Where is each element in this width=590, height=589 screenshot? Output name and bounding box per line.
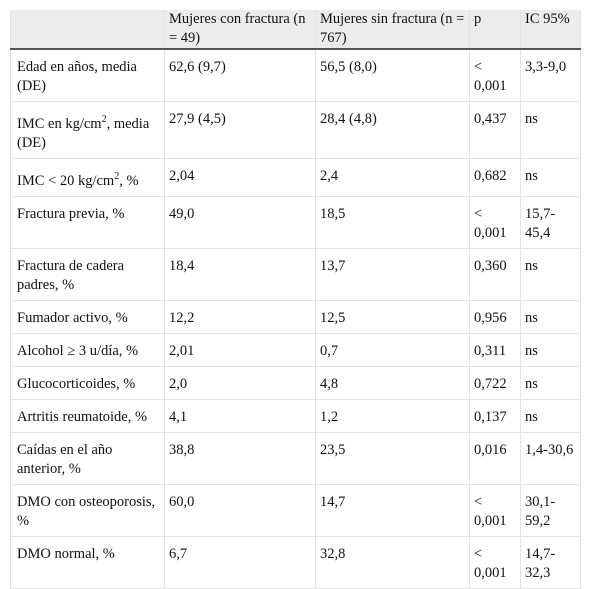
cell-text: , %	[119, 172, 139, 189]
table-row: Artritis reumatoide, % 4,1 1,2 0,137 ns	[10, 399, 581, 433]
cell-text: , media (DE)	[17, 115, 150, 151]
cell-variable: Fractura previa, %	[10, 196, 165, 249]
superscript: 2	[114, 170, 120, 182]
table-row: IMC en kg/cm2, media (DE) 27,9 (4,5) 28,4 …	[10, 101, 581, 159]
cell-p-value: 0,956	[469, 300, 521, 334]
cell-with-fracture: 49,0	[164, 196, 316, 249]
cell-p-value: 0,682	[469, 158, 521, 197]
cell-without-fracture: 28,4 (4,8)	[315, 101, 470, 159]
cell-variable: Alcohol ≥ 3 u/día, %	[10, 333, 165, 367]
cell-with-fracture: 62,6 (9,7)	[164, 49, 316, 102]
cell-variable: DMO con osteoporosis, %	[10, 484, 165, 537]
superscript: 2	[101, 114, 107, 125]
cell-p-value: < 0,001	[469, 536, 521, 589]
cell-variable: Fractura de cadera padres, %	[10, 248, 165, 301]
cell-with-fracture: 2,0	[164, 366, 316, 400]
cell-variable: IMC en kg/cm2, media (DE)	[10, 101, 165, 159]
cell-ci-95: ns	[520, 333, 581, 367]
table-row: Edad en años, media (DE) 62,6 (9,7) 56,5 (…	[10, 49, 581, 102]
cell-with-fracture: 12,2	[164, 300, 316, 334]
cell-with-fracture: 6,7	[164, 536, 316, 589]
header-cell-with-fracture: Mujeres con fractura (n = 49)	[164, 10, 316, 50]
cell-variable: Glucocorticoides, %	[10, 366, 165, 400]
table-row: DMO con osteoporosis, % 60,0 14,7 < 0,001 30…	[10, 484, 581, 537]
cell-ci-95: 1,4-30,6	[520, 432, 581, 485]
cell-ci-95: 30,1-59,2	[520, 484, 581, 537]
cell-p-value: 0,311	[469, 333, 521, 367]
table-row: Fumador activo, % 12,2 12,5 0,956 ns	[10, 300, 581, 334]
cell-without-fracture: 2,4	[315, 158, 470, 197]
table-row: Fractura previa, % 49,0 18,5 < 0,001 15,7-45…	[10, 196, 581, 249]
cell-without-fracture: 56,5 (8,0)	[315, 49, 470, 102]
header-cell-ci-95: IC 95%	[520, 10, 581, 50]
cell-without-fracture: 23,5	[315, 432, 470, 485]
cell-without-fracture: 13,7	[315, 248, 470, 301]
cell-p-value: 0,137	[469, 399, 521, 433]
cell-ci-95: ns	[520, 300, 581, 334]
cell-with-fracture: 4,1	[164, 399, 316, 433]
cell-ci-95: ns	[520, 101, 581, 159]
header-cell-p-value: p	[469, 10, 521, 50]
cell-variable: Edad en años, media (DE)	[10, 49, 165, 102]
cell-ci-95: ns	[520, 248, 581, 301]
cell-variable: Caídas en el año anterior, %	[10, 432, 165, 485]
cell-variable: Fumador activo, %	[10, 300, 165, 334]
cell-with-fracture: 2,01	[164, 333, 316, 367]
cell-p-value: < 0,001	[469, 484, 521, 537]
cell-without-fracture: 0,7	[315, 333, 470, 367]
cell-ci-95: ns	[520, 366, 581, 400]
cell-text: IMC en kg/cm	[17, 115, 102, 132]
table-row: DMO normal, % 6,7 32,8 < 0,001 14,7-32,3	[10, 536, 581, 589]
cell-variable: Artritis reumatoide, %	[10, 399, 165, 433]
cell-without-fracture: 4,8	[315, 366, 470, 400]
table-row: IMC < 20 kg/cm2, % 2,04 2,4 0,682 ns	[10, 158, 581, 197]
cell-ci-95: 14,7-32,3	[520, 536, 581, 589]
cell-ci-95: ns	[520, 158, 581, 197]
table-row: Caídas en el año anterior, % 38,8 23,5 0,01…	[10, 432, 581, 485]
header-cell-without-fracture: Mujeres sin fractura (n = 767)	[315, 10, 470, 50]
table-row: Fractura de cadera padres, % 18,4 13,7 0,36…	[10, 248, 581, 301]
data-table: Mujeres con fractura (n = 49) Mujeres si…	[10, 10, 581, 589]
table-header: Mujeres con fractura (n = 49) Mujeres si…	[10, 10, 581, 50]
table-row: Alcohol ≥ 3 u/día, % 2,01 0,7 0,311 ns	[10, 333, 581, 367]
cell-without-fracture: 12,5	[315, 300, 470, 334]
cell-with-fracture: 2,04	[164, 158, 316, 197]
cell-with-fracture: 38,8	[164, 432, 316, 485]
header-cell-variable	[10, 10, 165, 50]
cell-p-value: 0,722	[469, 366, 521, 400]
cell-with-fracture: 60,0	[164, 484, 316, 537]
cell-p-value: 0,360	[469, 248, 521, 301]
cell-variable: DMO normal, %	[10, 536, 165, 589]
cell-without-fracture: 18,5	[315, 196, 470, 249]
cell-ci-95: ns	[520, 399, 581, 433]
cell-without-fracture: 1,2	[315, 399, 470, 433]
cell-variable: IMC < 20 kg/cm2, %	[10, 158, 165, 197]
cell-p-value: 0,016	[469, 432, 521, 485]
cell-with-fracture: 27,9 (4,5)	[164, 101, 316, 159]
table-row: Glucocorticoides, % 2,0 4,8 0,722 ns	[10, 366, 581, 400]
cell-without-fracture: 32,8	[315, 536, 470, 589]
cell-with-fracture: 18,4	[164, 248, 316, 301]
cell-without-fracture: 14,7	[315, 484, 470, 537]
header-row: Mujeres con fractura (n = 49) Mujeres si…	[10, 10, 581, 50]
cell-text: IMC < 20 kg/cm	[17, 172, 115, 189]
cell-ci-95: 3,3-9,0	[520, 49, 581, 102]
cell-p-value: 0,437	[469, 101, 521, 159]
cell-ci-95: 15,7-45,4	[520, 196, 581, 249]
cell-p-value: < 0,001	[469, 196, 521, 249]
cell-p-value: < 0,001	[469, 49, 521, 102]
table-body: Edad en años, media (DE) 62,6 (9,7) 56,5 (…	[10, 49, 581, 589]
